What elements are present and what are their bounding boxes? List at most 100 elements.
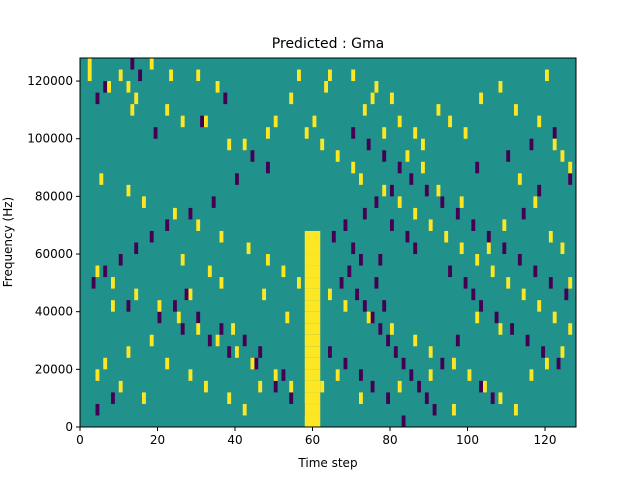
heatmap-cells: [80, 58, 576, 427]
heatmap-cell-high: [452, 357, 456, 370]
heatmap-cell-high: [324, 81, 329, 93]
heatmap-cell-low: [227, 346, 232, 358]
x-axis-label: Time step: [297, 456, 357, 470]
heatmap-cell-high: [142, 392, 146, 404]
heatmap-cell-low: [525, 334, 530, 347]
heatmap-cell-high: [304, 127, 309, 139]
predicted-band-cell: [304, 334, 321, 347]
heatmap-cell-high: [552, 311, 557, 324]
heatmap-cell-low: [196, 311, 201, 324]
heatmap-cell-high: [95, 265, 100, 278]
heatmap-cell-high: [560, 150, 565, 162]
heatmap-cell-high: [215, 334, 220, 347]
heatmap-cell-low: [475, 161, 480, 174]
heatmap-cell-low: [424, 184, 429, 197]
heatmap-cell-low: [382, 300, 387, 312]
heatmap-cell-high: [498, 323, 503, 335]
y-tick-label: 0: [65, 420, 73, 434]
heatmap-cell-high: [169, 69, 174, 82]
heatmap-cell-low: [211, 196, 216, 208]
heatmap-cell-high: [359, 392, 363, 404]
heatmap-cell-low: [242, 334, 247, 347]
heatmap-cell-high: [421, 161, 425, 174]
heatmap-cell-high: [548, 230, 553, 243]
axes-frame: [79, 57, 577, 428]
heatmap-cell-low: [455, 207, 460, 220]
heatmap-cell-low: [347, 265, 352, 278]
heatmap-cell-low: [517, 254, 522, 266]
heatmap-cell-low: [359, 369, 363, 381]
heatmap-cell-low: [266, 161, 270, 174]
heatmap-cell-high: [568, 323, 573, 335]
heatmap-cell-low: [235, 173, 239, 185]
heatmap-cell-low: [126, 300, 131, 312]
heatmap-cell-high: [111, 300, 115, 312]
heatmap-cell-low: [359, 254, 363, 266]
heatmap-cell-high: [188, 288, 193, 301]
heatmap-cell-low: [409, 369, 414, 381]
heatmap-cell-high: [165, 104, 170, 116]
heatmap-cell-high: [262, 288, 267, 301]
heatmap-cell-low: [289, 392, 294, 404]
predicted-band-cell: [304, 357, 321, 370]
heatmap-cell-high: [545, 69, 549, 82]
heatmap-cell-low: [180, 323, 185, 335]
heatmap-cell-low: [157, 311, 162, 324]
heatmap-cell-low: [254, 357, 259, 370]
heatmap-cell-high: [180, 254, 185, 266]
predicted-band-cell: [304, 403, 321, 416]
heatmap-cell-high: [374, 81, 379, 93]
heatmap-cell-low: [393, 346, 398, 358]
heatmap-cell-high: [188, 369, 193, 381]
heatmap-cell-high: [436, 104, 441, 116]
heatmap-cell-low: [390, 219, 394, 231]
heatmap-cell-high: [242, 403, 247, 416]
heatmap-cell-high: [390, 92, 394, 105]
heatmap-cell-low: [432, 403, 437, 416]
heatmap-cell-high: [537, 115, 542, 128]
heatmap-cell-high: [231, 323, 236, 335]
heatmap-cell-high: [459, 242, 464, 255]
heatmap-cell-low: [440, 357, 445, 370]
heatmap-cell-high: [490, 265, 495, 278]
heatmap-cell-high: [312, 115, 317, 128]
heatmap-cell-low: [529, 138, 534, 151]
heatmap-cell-low: [362, 207, 367, 220]
heatmap-cell-low: [374, 277, 379, 289]
heatmap-cell-high: [568, 277, 573, 289]
heatmap-cell-low: [351, 127, 356, 139]
heatmap-cell-low: [258, 346, 263, 358]
heatmap-cell-high: [227, 392, 232, 404]
heatmap-cell-high: [498, 81, 503, 93]
heatmap-cell-high: [502, 219, 507, 231]
heatmap-cell-low: [541, 346, 546, 358]
chart-title: Predicted : Gma: [272, 36, 384, 52]
heatmap-cell-low: [331, 230, 336, 243]
x-tick-label: 120: [534, 433, 557, 447]
heatmap-cell-high: [436, 184, 441, 197]
heatmap-cell-high: [219, 230, 224, 243]
predicted-band-cell: [304, 323, 321, 335]
heatmap-cell-low: [281, 369, 286, 381]
heatmap-cell-low: [455, 334, 460, 347]
heatmap-cell-high: [506, 277, 511, 289]
heatmap-cell-high: [382, 184, 387, 197]
heatmap-cell-low: [188, 207, 193, 220]
heatmap-cell-low: [552, 127, 557, 139]
heatmap-cell-high: [297, 69, 301, 82]
heatmap-cell-high: [134, 288, 139, 301]
heatmap-cell-high: [95, 369, 100, 381]
heatmap-cell-low: [386, 392, 391, 404]
heatmap-cell-high: [467, 369, 472, 381]
heatmap-cell-low: [339, 277, 344, 289]
heatmap-cell-high: [397, 115, 402, 128]
heatmap-cell-high: [111, 277, 115, 289]
heatmap-cell-low: [533, 265, 538, 278]
heatmap-cell-low: [397, 161, 402, 174]
heatmap-cell-low: [370, 380, 375, 393]
heatmap-cell-high: [173, 207, 177, 220]
heatmap-cell-low: [486, 230, 491, 243]
heatmap-cell-high: [463, 127, 468, 139]
heatmap-cell-high: [250, 357, 255, 370]
heatmap-cell-low: [343, 357, 348, 370]
